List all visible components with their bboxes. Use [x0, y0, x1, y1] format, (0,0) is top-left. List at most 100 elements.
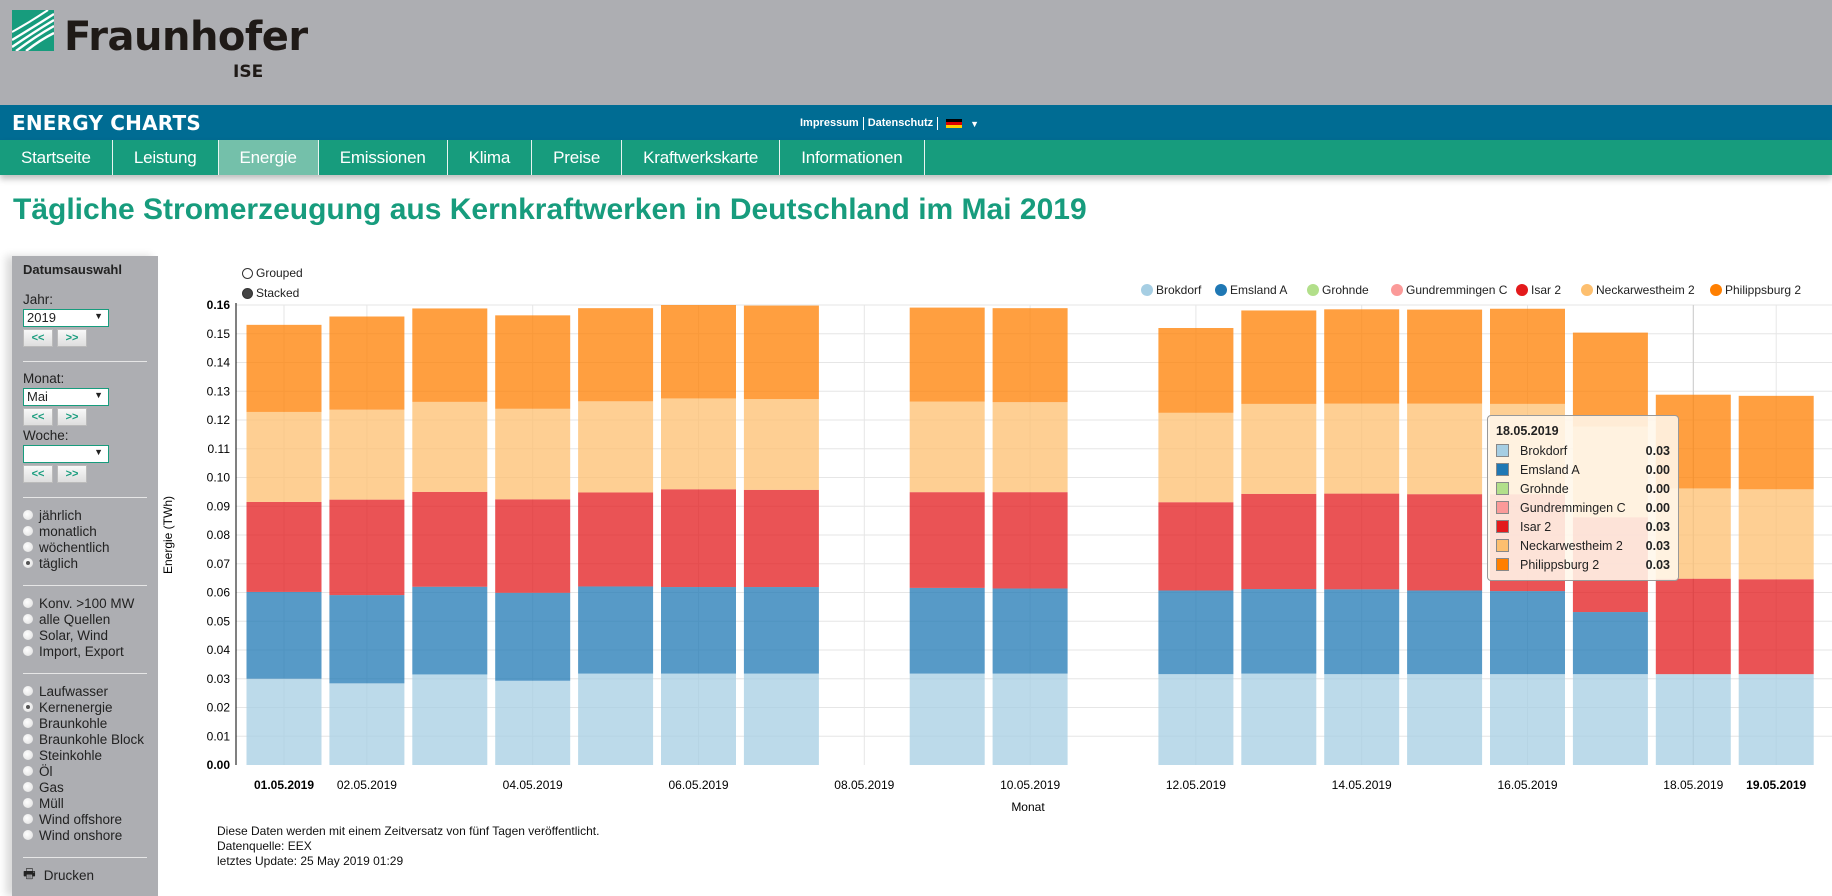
bar-segment[interactable] — [578, 401, 654, 493]
bar-segment[interactable] — [1241, 403, 1317, 494]
print-button[interactable]: 🖶 Drucken — [23, 866, 147, 883]
bar-segment[interactable] — [1407, 674, 1483, 765]
tab-leistung[interactable]: Leistung — [113, 140, 219, 175]
tab-kraftwerkskarte[interactable]: Kraftwerkskarte — [622, 140, 781, 175]
week-prev-button[interactable]: << — [23, 465, 53, 483]
legend-label[interactable]: Brokdorf — [1156, 283, 1202, 297]
bar-segment[interactable] — [412, 308, 488, 402]
legend-marker-icon[interactable] — [1141, 284, 1153, 296]
source-radio[interactable]: Braunkohle Block — [23, 731, 147, 747]
bar-segment[interactable] — [246, 678, 322, 765]
legend-marker-icon[interactable] — [1307, 284, 1319, 296]
bar-segment[interactable] — [1158, 674, 1234, 765]
legend-label[interactable]: Isar 2 — [1531, 283, 1561, 297]
bar-segment[interactable] — [661, 305, 736, 399]
bar-segment[interactable] — [1407, 309, 1483, 404]
legend-marker-icon[interactable] — [1391, 284, 1403, 296]
week-next-button[interactable]: >> — [57, 465, 87, 483]
tab-energie[interactable]: Energie — [218, 140, 319, 175]
month-select[interactable]: Mai ▼ — [23, 388, 109, 406]
interval-radio[interactable]: monatlich — [23, 523, 147, 539]
source-radio[interactable]: Kernenergie — [23, 699, 147, 715]
bar-segment[interactable] — [495, 315, 571, 409]
legend-label[interactable]: Gundremmingen C — [1406, 283, 1508, 297]
bar-segment[interactable] — [1158, 590, 1234, 675]
source-group-radio[interactable]: Konv. >100 MW — [23, 595, 147, 611]
week-select[interactable]: ▼ — [23, 445, 109, 463]
bar-segment[interactable] — [246, 411, 322, 502]
bar-segment[interactable] — [743, 673, 819, 765]
interval-radio[interactable]: wöchentlich — [23, 539, 147, 555]
german-flag-icon[interactable] — [946, 118, 963, 129]
bar-segment[interactable] — [1407, 403, 1483, 495]
bar-segment[interactable] — [743, 305, 819, 400]
bar-segment[interactable] — [246, 591, 322, 679]
bar-segment[interactable] — [1407, 494, 1483, 591]
year-next-button[interactable]: >> — [57, 329, 87, 347]
interval-radio[interactable]: täglich — [23, 555, 147, 571]
language-dropdown-icon[interactable]: ▼ — [970, 118, 980, 129]
bar-segment[interactable] — [743, 399, 819, 490]
month-prev-button[interactable]: << — [23, 408, 53, 426]
bar-segment[interactable] — [329, 409, 405, 500]
year-prev-button[interactable]: << — [23, 329, 53, 347]
bar-segment[interactable] — [1572, 674, 1648, 765]
bar-segment[interactable] — [412, 491, 488, 587]
bar-segment[interactable] — [661, 673, 736, 765]
bar-segment[interactable] — [1158, 412, 1234, 503]
source-group-radio[interactable]: Import, Export — [23, 643, 147, 659]
bar-segment[interactable] — [412, 401, 488, 492]
bar-segment[interactable] — [1241, 310, 1317, 404]
bar-segment[interactable] — [909, 673, 985, 765]
tab-emissionen[interactable]: Emissionen — [319, 140, 448, 175]
legend-marker-icon[interactable] — [1710, 284, 1722, 296]
bar-segment[interactable] — [1241, 673, 1317, 765]
bar-segment[interactable] — [1407, 590, 1483, 675]
bar-segment[interactable] — [578, 673, 654, 765]
bar-segment[interactable] — [495, 680, 571, 765]
bar-segment[interactable] — [329, 499, 405, 596]
bar-segment[interactable] — [661, 489, 736, 588]
grouped-radio[interactable]: Grouped — [242, 263, 303, 283]
bar-segment[interactable] — [1655, 674, 1731, 765]
bar-segment[interactable] — [992, 673, 1068, 765]
bar-segment[interactable] — [495, 592, 571, 681]
bar-segment[interactable] — [329, 683, 405, 765]
bar-segment[interactable] — [1158, 502, 1234, 591]
tab-informationen[interactable]: Informationen — [780, 140, 925, 175]
bar-segment[interactable] — [661, 587, 736, 674]
bar-segment[interactable] — [1241, 493, 1317, 590]
bar-segment[interactable] — [246, 324, 322, 412]
source-radio[interactable]: Wind onshore — [23, 827, 147, 843]
source-group-radio[interactable]: Solar, Wind — [23, 627, 147, 643]
month-next-button[interactable]: >> — [57, 408, 87, 426]
bar-segment[interactable] — [1738, 489, 1814, 580]
source-radio[interactable]: Braunkohle — [23, 715, 147, 731]
bar-segment[interactable] — [992, 308, 1068, 403]
bar-segment[interactable] — [909, 587, 985, 674]
bar-segment[interactable] — [1572, 332, 1648, 427]
source-radio[interactable]: Laufwasser — [23, 683, 147, 699]
tab-klima[interactable]: Klima — [448, 140, 533, 175]
bar-segment[interactable] — [495, 408, 571, 500]
bar-segment[interactable] — [992, 492, 1068, 589]
source-group-radio[interactable]: alle Quellen — [23, 611, 147, 627]
bar-segment[interactable] — [909, 401, 985, 493]
bar-segment[interactable] — [1324, 674, 1400, 765]
legend-label[interactable]: Emsland A — [1230, 283, 1287, 297]
year-select[interactable]: 2019 ▼ — [23, 309, 109, 327]
legend-label[interactable]: Grohnde — [1322, 283, 1369, 297]
datenschutz-link[interactable]: Datenschutz — [864, 117, 939, 130]
bar-segment[interactable] — [909, 307, 985, 402]
source-radio[interactable]: Öl — [23, 763, 147, 779]
bar-segment[interactable] — [578, 586, 654, 674]
fraunhofer-logo[interactable]: Fraunhofer ISE — [12, 10, 308, 82]
source-radio[interactable]: Müll — [23, 795, 147, 811]
bar-segment[interactable] — [1655, 578, 1731, 675]
source-radio[interactable]: Wind offshore — [23, 811, 147, 827]
bar-segment[interactable] — [1324, 589, 1400, 675]
bar-segment[interactable] — [412, 674, 488, 765]
bar-segment[interactable] — [743, 489, 819, 588]
bar-segment[interactable] — [1738, 674, 1814, 765]
bar-segment[interactable] — [1738, 395, 1814, 490]
